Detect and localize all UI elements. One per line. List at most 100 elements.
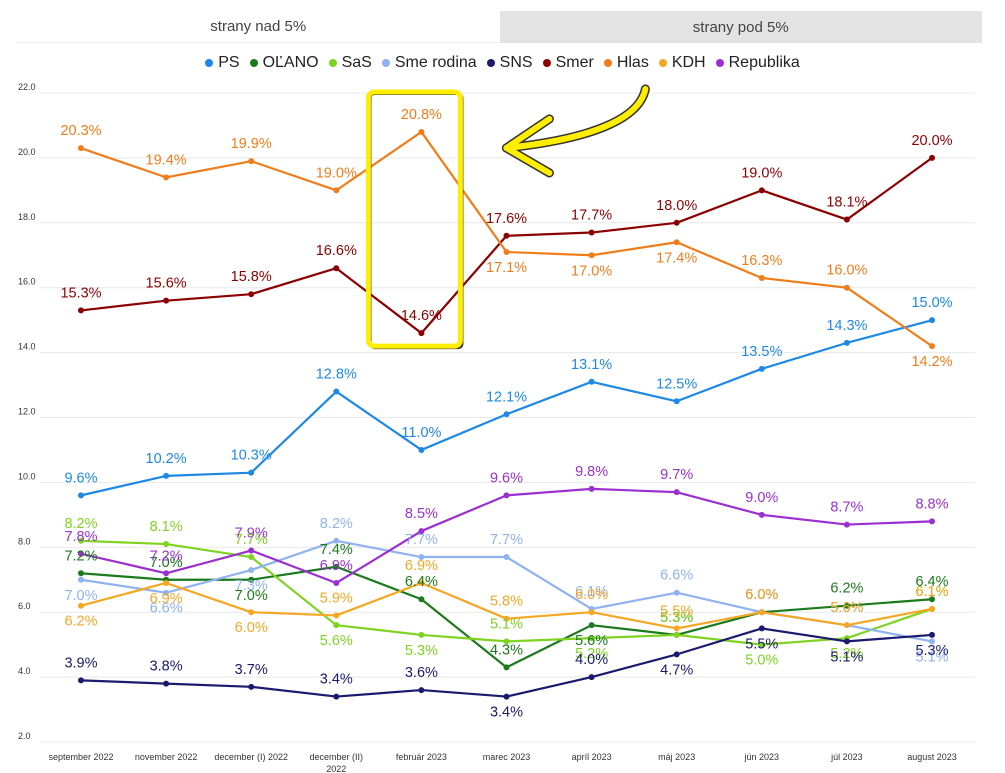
data-point-hlas[interactable] (418, 128, 425, 135)
data-point-ps[interactable] (163, 472, 170, 479)
data-point-republika[interactable] (929, 518, 935, 525)
data-point-hlas[interactable] (673, 239, 680, 246)
data-point-smer[interactable] (418, 330, 425, 337)
data-point-hlas[interactable] (503, 249, 510, 256)
data-point-olano[interactable] (503, 664, 510, 671)
data-point-ps[interactable] (673, 398, 680, 405)
data-point-ps[interactable] (929, 317, 935, 324)
data-point-smer[interactable] (758, 187, 765, 194)
data-point-sme-rodina[interactable] (929, 638, 935, 645)
data-point-olano[interactable] (588, 622, 595, 629)
data-point-sme-rodina[interactable] (248, 567, 255, 574)
data-point-republika[interactable] (588, 485, 595, 492)
data-point-sas[interactable] (503, 638, 510, 645)
data-point-sas[interactable] (758, 641, 765, 648)
data-point-sas[interactable] (588, 635, 595, 642)
legend-item-sns[interactable]: SNS (486, 54, 533, 72)
data-point-kdh[interactable] (929, 605, 935, 612)
series-line-hlas[interactable] (80, 130, 933, 348)
legend-item-sas[interactable]: SaS (328, 54, 372, 72)
legend-item-republika[interactable]: Republika (715, 54, 800, 72)
data-point-kdh[interactable] (78, 602, 84, 609)
data-point-hlas[interactable] (163, 174, 170, 181)
data-point-hlas[interactable] (333, 187, 340, 194)
data-point-republika[interactable] (163, 570, 170, 577)
data-point-sns[interactable] (418, 687, 425, 694)
data-point-kdh[interactable] (333, 612, 340, 619)
data-point-smer[interactable] (248, 291, 255, 298)
data-point-kdh[interactable] (673, 625, 680, 632)
data-point-republika[interactable] (843, 521, 850, 528)
data-point-sas[interactable] (78, 537, 84, 544)
data-point-smer[interactable] (333, 265, 340, 272)
data-point-kdh[interactable] (248, 609, 255, 616)
data-point-sns[interactable] (673, 651, 680, 658)
series-line-smer[interactable] (80, 157, 933, 335)
tab-parties-below-5[interactable]: strany pod 5% (499, 11, 982, 43)
data-point-ps[interactable] (503, 411, 510, 418)
data-point-hlas[interactable] (588, 252, 595, 259)
data-point-hlas[interactable] (248, 158, 255, 165)
data-point-republika[interactable] (503, 492, 510, 499)
data-point-sns[interactable] (758, 625, 765, 632)
data-point-smer[interactable] (843, 216, 850, 223)
data-point-republika[interactable] (333, 579, 340, 586)
data-point-sme-rodina[interactable] (418, 554, 425, 561)
data-point-olano[interactable] (418, 596, 425, 603)
data-point-republika[interactable] (418, 528, 425, 535)
legend-item-sme-rodina[interactable]: Sme rodina (381, 54, 477, 72)
data-point-kdh[interactable] (758, 609, 765, 616)
data-point-sme-rodina[interactable] (503, 554, 510, 561)
data-point-smer[interactable] (673, 219, 680, 226)
data-point-sns[interactable] (163, 680, 170, 687)
data-point-sns[interactable] (843, 638, 850, 645)
data-point-sns[interactable] (929, 631, 935, 638)
data-point-sns[interactable] (588, 674, 595, 681)
data-point-ps[interactable] (588, 378, 595, 385)
data-point-ps[interactable] (758, 365, 765, 372)
data-point-olano[interactable] (78, 570, 84, 577)
data-point-smer[interactable] (929, 154, 935, 161)
data-point-kdh[interactable] (163, 579, 170, 586)
data-point-kdh[interactable] (588, 609, 595, 616)
data-point-ps[interactable] (843, 339, 850, 346)
data-point-sme-rodina[interactable] (163, 589, 170, 596)
data-point-smer[interactable] (588, 229, 595, 236)
data-point-kdh[interactable] (843, 622, 850, 629)
data-point-sme-rodina[interactable] (333, 537, 340, 544)
data-point-sas[interactable] (333, 622, 340, 629)
data-point-olano[interactable] (333, 563, 340, 570)
legend-item-olano[interactable]: OĽANO (249, 54, 319, 72)
tab-parties-above-5[interactable]: strany nad 5% (17, 11, 500, 43)
data-point-ps[interactable] (333, 388, 340, 395)
data-point-sme-rodina[interactable] (673, 589, 680, 596)
data-point-hlas[interactable] (843, 284, 850, 291)
data-point-kdh[interactable] (503, 615, 510, 622)
data-point-republika[interactable] (78, 550, 84, 557)
data-point-hlas[interactable] (78, 145, 84, 152)
data-point-sas[interactable] (248, 554, 255, 561)
data-point-hlas[interactable] (929, 343, 935, 350)
series-line-ps[interactable] (80, 319, 933, 497)
data-point-sas[interactable] (163, 541, 170, 548)
data-point-ps[interactable] (248, 469, 255, 476)
legend-item-kdh[interactable]: KDH (658, 54, 706, 72)
data-point-sns[interactable] (333, 693, 340, 700)
data-point-sns[interactable] (78, 677, 84, 684)
data-point-ps[interactable] (78, 492, 84, 499)
data-point-olano[interactable] (843, 602, 850, 609)
data-point-republika[interactable] (248, 547, 255, 554)
data-point-sas[interactable] (673, 631, 680, 638)
data-point-smer[interactable] (163, 297, 170, 304)
data-point-sas[interactable] (418, 631, 425, 638)
data-point-kdh[interactable] (418, 579, 425, 586)
data-point-republika[interactable] (758, 511, 765, 518)
data-point-ps[interactable] (418, 446, 425, 453)
legend-item-hlas[interactable]: Hlas (603, 54, 649, 72)
data-point-smer[interactable] (78, 307, 84, 314)
legend-item-smer[interactable]: Smer (542, 54, 594, 72)
data-point-olano[interactable] (248, 576, 255, 583)
data-point-sme-rodina[interactable] (78, 576, 84, 583)
data-point-sns[interactable] (248, 683, 255, 690)
data-point-smer[interactable] (503, 232, 510, 239)
